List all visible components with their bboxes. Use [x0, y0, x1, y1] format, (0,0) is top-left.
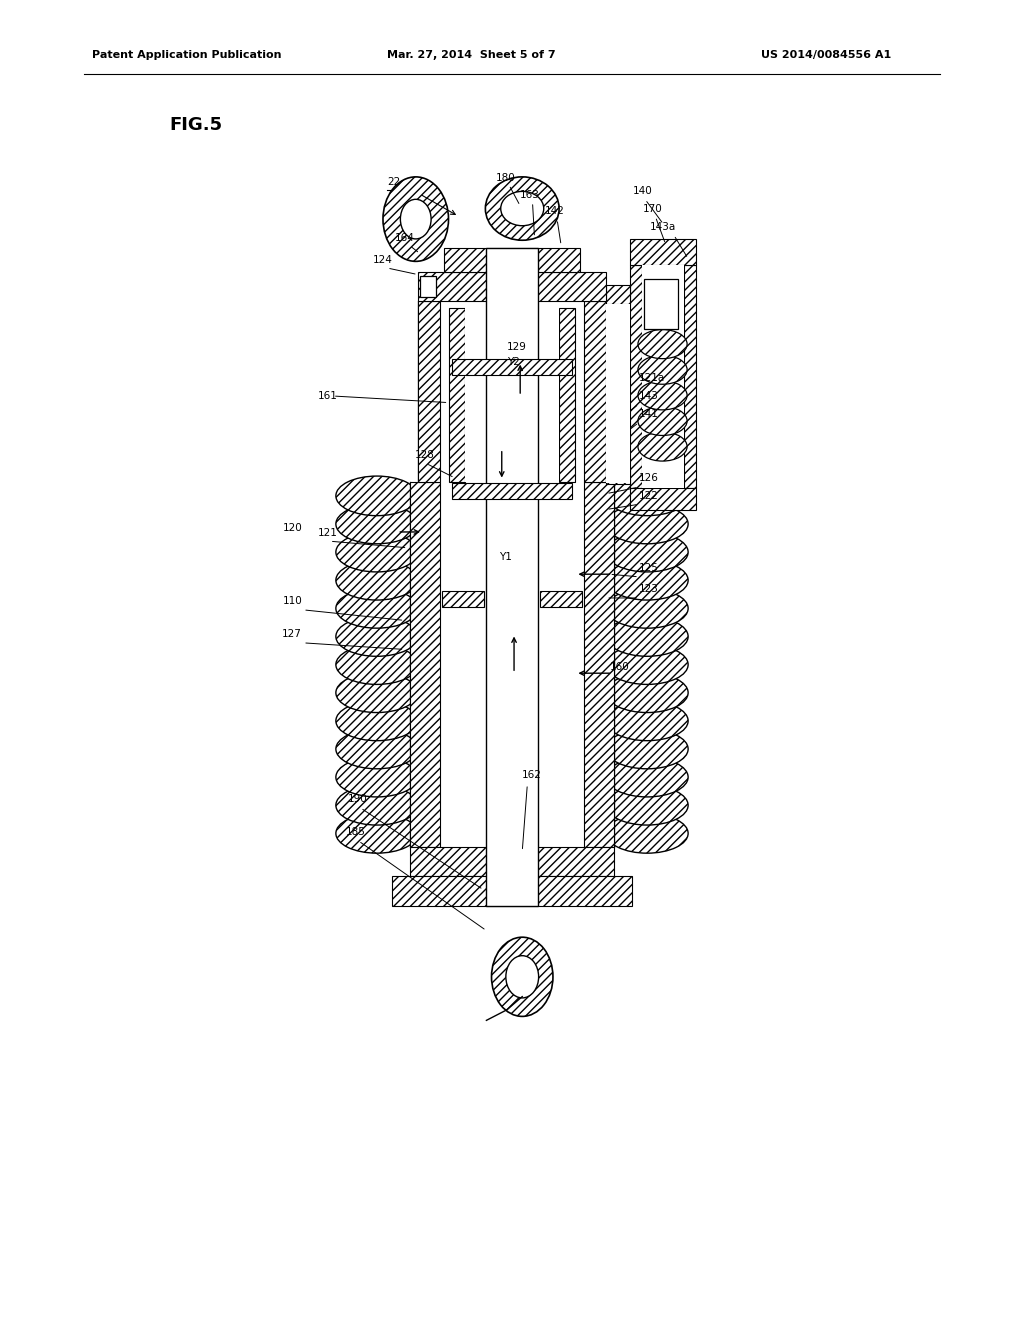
Text: 160: 160: [610, 661, 630, 672]
Ellipse shape: [606, 729, 688, 768]
Bar: [418, 301, 440, 482]
Ellipse shape: [336, 645, 418, 685]
Text: 129: 129: [507, 342, 526, 352]
Bar: [644, 279, 678, 329]
Bar: [630, 265, 642, 488]
Text: 120: 120: [283, 523, 302, 533]
Text: 161: 161: [317, 391, 337, 401]
Text: FIG.5: FIG.5: [169, 116, 222, 135]
Bar: [630, 239, 696, 265]
Circle shape: [400, 199, 431, 239]
Text: 126: 126: [639, 473, 658, 483]
Bar: [420, 276, 436, 297]
Text: Patent Application Publication: Patent Application Publication: [92, 50, 282, 61]
Ellipse shape: [336, 701, 418, 741]
Text: 143: 143: [639, 391, 658, 401]
Text: Y2: Y2: [507, 356, 520, 367]
Ellipse shape: [638, 432, 687, 461]
Text: 162: 162: [522, 770, 542, 780]
Text: 122: 122: [639, 491, 658, 502]
Text: 143a: 143a: [650, 222, 677, 232]
Bar: [418, 272, 606, 301]
Ellipse shape: [336, 477, 418, 516]
Text: 141: 141: [639, 409, 658, 420]
Bar: [442, 591, 484, 607]
Ellipse shape: [606, 532, 688, 572]
Bar: [606, 304, 630, 483]
Ellipse shape: [336, 532, 418, 572]
Bar: [486, 248, 538, 906]
Text: 190: 190: [348, 793, 368, 804]
Ellipse shape: [638, 330, 687, 359]
Bar: [452, 359, 572, 375]
Bar: [410, 847, 614, 876]
Ellipse shape: [336, 673, 418, 713]
Circle shape: [492, 937, 553, 1016]
Ellipse shape: [336, 785, 418, 825]
Ellipse shape: [638, 355, 687, 384]
Ellipse shape: [336, 616, 418, 656]
Bar: [540, 591, 582, 607]
Ellipse shape: [606, 504, 688, 544]
Bar: [606, 467, 630, 484]
Bar: [584, 482, 614, 847]
Bar: [392, 876, 632, 906]
Text: 125: 125: [639, 562, 658, 573]
Bar: [440, 482, 584, 847]
Ellipse shape: [336, 813, 418, 853]
Ellipse shape: [606, 645, 688, 685]
Ellipse shape: [606, 477, 688, 516]
Ellipse shape: [606, 701, 688, 741]
Bar: [465, 301, 559, 482]
Bar: [559, 308, 575, 482]
Bar: [684, 265, 696, 488]
Circle shape: [383, 177, 449, 261]
Text: 170: 170: [643, 203, 663, 214]
Ellipse shape: [336, 758, 418, 797]
Ellipse shape: [501, 191, 544, 226]
Text: 121a: 121a: [639, 372, 666, 383]
Ellipse shape: [638, 381, 687, 411]
Text: 124: 124: [373, 255, 392, 265]
Text: 164: 164: [395, 232, 415, 243]
Ellipse shape: [336, 561, 418, 601]
Text: 128: 128: [415, 450, 434, 461]
Text: 110: 110: [283, 595, 302, 606]
Bar: [630, 488, 696, 510]
Ellipse shape: [606, 616, 688, 656]
Ellipse shape: [606, 785, 688, 825]
Text: 185: 185: [346, 826, 366, 837]
Bar: [452, 483, 572, 499]
Text: 142: 142: [545, 206, 564, 216]
Ellipse shape: [336, 729, 418, 768]
Bar: [410, 482, 440, 847]
Text: 180: 180: [496, 173, 515, 183]
Bar: [449, 308, 465, 482]
Ellipse shape: [606, 813, 688, 853]
Bar: [444, 248, 580, 272]
Text: US 2014/0084556 A1: US 2014/0084556 A1: [761, 50, 891, 61]
Bar: [440, 301, 584, 482]
Text: 22: 22: [387, 177, 400, 187]
Ellipse shape: [606, 758, 688, 797]
Text: Mar. 27, 2014  Sheet 5 of 7: Mar. 27, 2014 Sheet 5 of 7: [387, 50, 555, 61]
Text: 163: 163: [520, 190, 540, 201]
Ellipse shape: [606, 673, 688, 713]
Text: Y1: Y1: [499, 552, 512, 562]
Ellipse shape: [606, 589, 688, 628]
Text: 140: 140: [633, 186, 652, 197]
Bar: [584, 301, 606, 482]
Circle shape: [506, 956, 539, 998]
Text: 127: 127: [283, 628, 302, 639]
Bar: [642, 265, 684, 488]
Ellipse shape: [336, 589, 418, 628]
Bar: [606, 285, 630, 304]
Ellipse shape: [336, 504, 418, 544]
Ellipse shape: [606, 561, 688, 601]
Text: 123: 123: [639, 583, 658, 594]
Ellipse shape: [485, 177, 559, 240]
Ellipse shape: [638, 407, 687, 436]
Text: 121: 121: [317, 528, 337, 539]
